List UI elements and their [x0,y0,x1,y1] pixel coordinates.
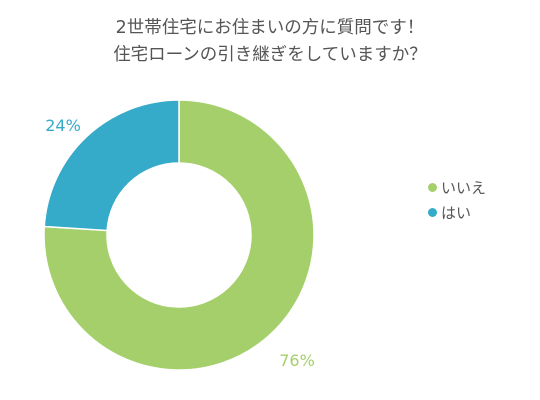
legend-item-iie[interactable]: いいえ [428,175,486,200]
slice-iie[interactable] [43,99,315,371]
legend-swatch-hai [428,208,437,217]
legend: いいえ はい [428,175,486,225]
chart-title-line-1: 2世帯住宅にお住まいの方に質問です！ [115,18,425,38]
legend-label-iie: いいえ [441,179,487,197]
legend-swatch-iie [428,183,437,192]
legend-label-hai: はい [441,204,472,222]
slice-label-iie: 76% [279,351,315,370]
chart-title-line-2: 住宅ローンの引き継ぎをしていますか？ [113,45,427,65]
slice-hai[interactable] [43,99,180,232]
legend-item-hai[interactable]: はい [428,200,486,225]
slice-label-hai: 24% [45,116,81,135]
